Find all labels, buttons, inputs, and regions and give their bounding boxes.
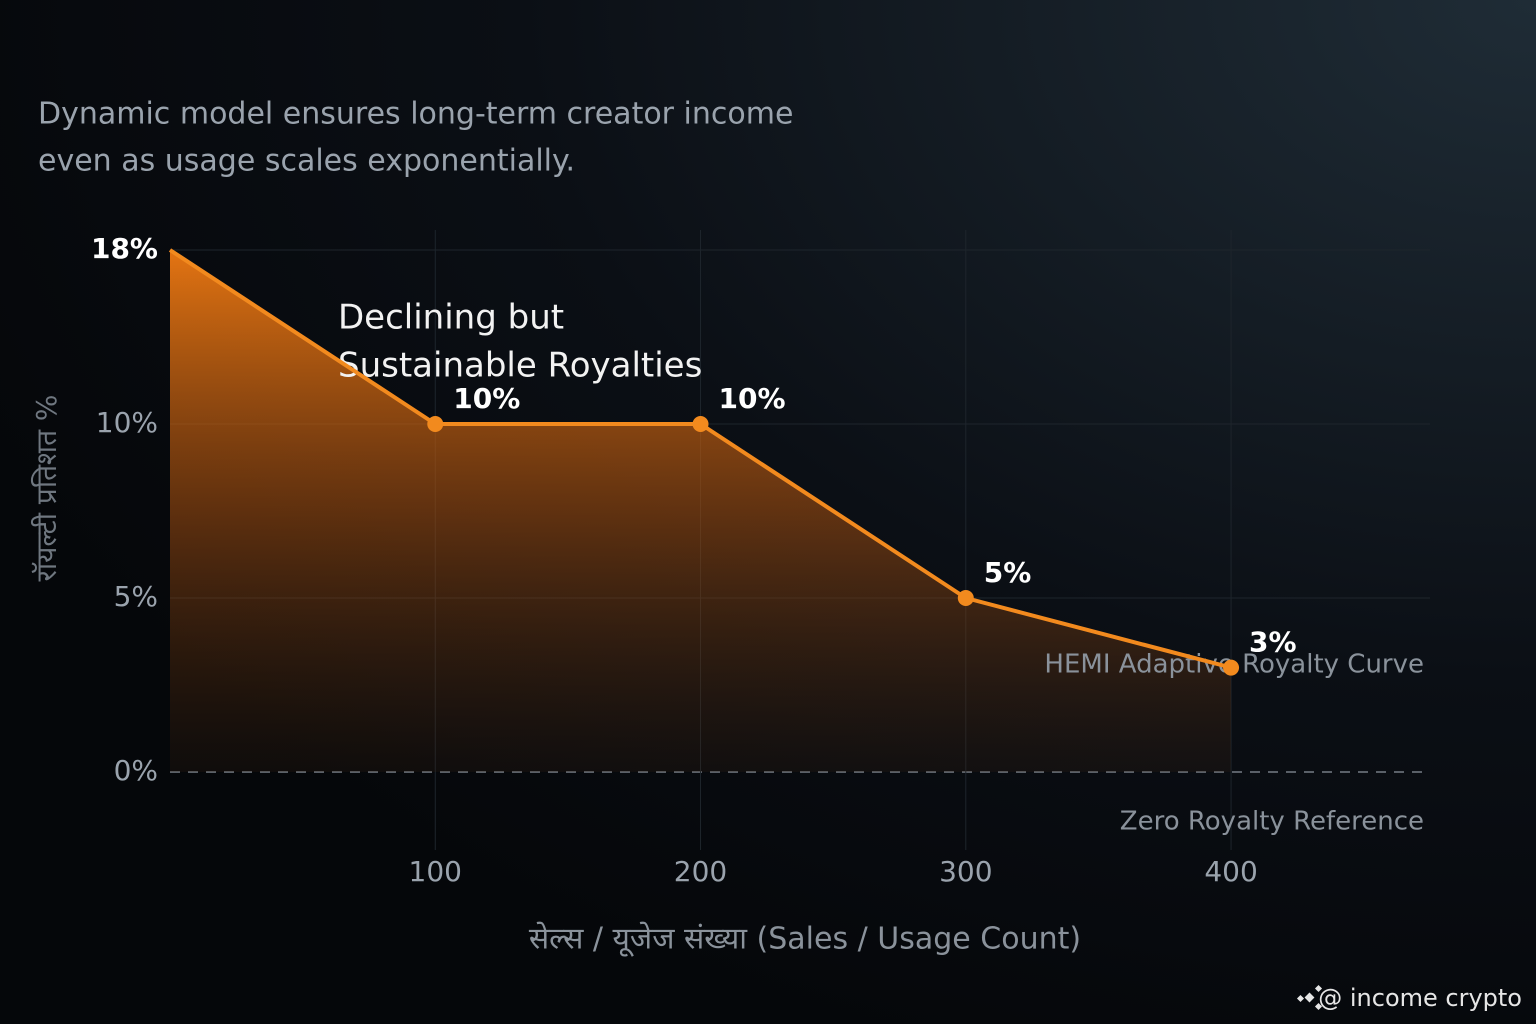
- point: [957, 590, 974, 606]
- x-tick-label: 300: [939, 855, 992, 888]
- subtitle: Dynamic model ensures long-term creator …: [38, 97, 793, 132]
- x-tick-label: 200: [674, 855, 727, 888]
- point: [1223, 659, 1240, 676]
- y-tick-label: 0%: [114, 754, 158, 787]
- y-tick-label: 10%: [96, 406, 158, 439]
- annotation: Declining but: [338, 298, 564, 338]
- x-tick-label: 400: [1204, 855, 1257, 888]
- watermark: @ income crypto: [1318, 984, 1522, 1012]
- y-tick-label: 18%: [91, 232, 158, 265]
- x-axis-label: सेल्स / यूजेज संख्या (Sales / Usage Coun…: [529, 922, 1081, 958]
- annotation: Sustainable Royalties: [338, 346, 702, 386]
- grid: 0% 5% 10% 18% 100 200 300 400: [91, 230, 1430, 888]
- data-label: 10%: [719, 382, 786, 415]
- data-label: 3%: [1249, 626, 1297, 659]
- subtitle: even as usage scales exponentially.: [38, 144, 575, 179]
- y-axis-label: रॉयल्टी प्रतिशत %: [30, 394, 63, 581]
- data-label: 5%: [984, 556, 1032, 589]
- y-tick-label: 5%: [114, 580, 158, 613]
- point: [692, 416, 709, 432]
- data-label: 10%: [453, 382, 520, 415]
- point: [427, 416, 444, 432]
- x-tick-label: 100: [409, 855, 462, 888]
- reference-label: Zero Royalty Reference: [1120, 807, 1424, 837]
- area: [170, 250, 1232, 772]
